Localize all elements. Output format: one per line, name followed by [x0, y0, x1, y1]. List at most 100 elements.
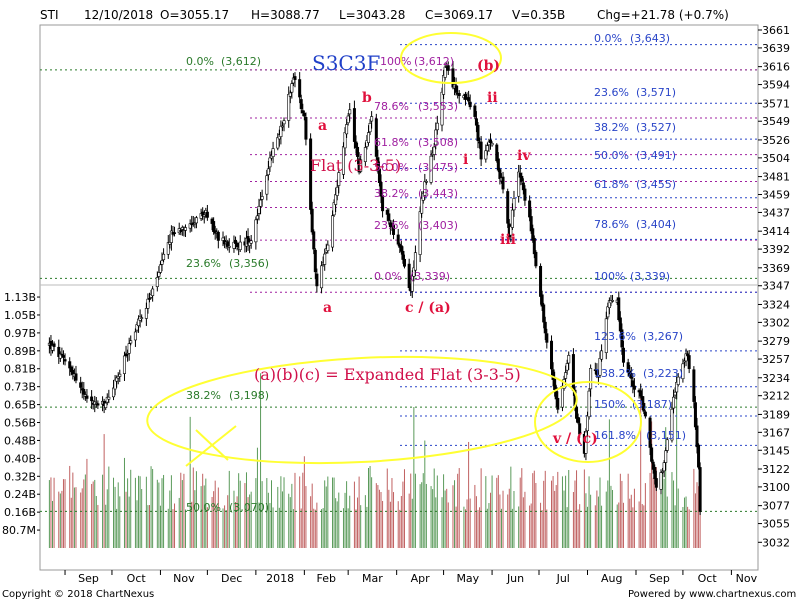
candle-body — [653, 467, 657, 479]
candle-body — [315, 273, 319, 287]
candle-body — [122, 355, 126, 374]
fib-blue-236-value: (3,571) — [636, 86, 676, 99]
fib-blue-236-label: 23.6% — [594, 86, 629, 99]
price-tick-label: 3661 — [762, 24, 790, 37]
candle-body — [147, 298, 151, 300]
month-label: Oct — [127, 572, 147, 585]
candle-body — [539, 265, 543, 297]
candle-body — [665, 439, 669, 451]
price-tick-label: 3212 — [762, 390, 790, 403]
candle-body — [293, 76, 297, 80]
candle-body — [202, 214, 206, 217]
candle-body — [571, 354, 575, 392]
price-tick-label: 3392 — [762, 243, 790, 256]
candle-body — [489, 139, 493, 143]
candle-body — [501, 176, 505, 190]
candle-body — [506, 191, 510, 224]
candle-body — [282, 120, 286, 125]
candle-body — [523, 188, 527, 201]
candle-body — [238, 241, 242, 250]
candle-body — [52, 343, 56, 347]
candle-body — [290, 83, 294, 93]
candle-body — [212, 221, 216, 232]
candle-body — [179, 229, 183, 232]
candle-body — [632, 385, 636, 390]
candle-body — [509, 226, 513, 236]
price-tick-label: 3324 — [762, 298, 790, 311]
candle-body — [257, 205, 261, 214]
expanded-flat-note: (a)(b)(c) = Expanded Flat (3-3-5) — [254, 365, 521, 384]
price-tick-label: 3302 — [762, 316, 790, 329]
candle-body — [589, 368, 593, 390]
candle-body — [413, 252, 417, 271]
candle-body — [510, 209, 514, 228]
candle-body — [144, 308, 148, 319]
fib-green-236-value: (3,356) — [229, 257, 269, 270]
candle-body — [271, 148, 275, 157]
candle-body — [115, 377, 119, 382]
candle-body — [320, 265, 324, 289]
candle-body — [235, 243, 239, 248]
price-tick-label: 3616 — [762, 61, 790, 74]
candle-body — [254, 219, 258, 243]
candle-body — [302, 112, 306, 117]
candle-body — [611, 300, 615, 302]
candle-body — [255, 215, 259, 220]
fib-purple-0-label: 0.0% — [374, 270, 402, 283]
candle-body — [323, 253, 327, 265]
candle-body — [127, 343, 131, 354]
candle-body — [687, 355, 691, 370]
candle-body — [418, 211, 422, 255]
header-close: C=3069.17 — [425, 8, 493, 22]
candle-body — [534, 251, 538, 267]
candle-body — [556, 398, 560, 410]
footer-powered: Powered by www.chartnexus.com — [628, 589, 796, 600]
candle-body — [183, 227, 187, 231]
candle-body — [368, 123, 372, 133]
month-label: Jul — [556, 572, 570, 585]
month-label: May — [456, 572, 479, 585]
volume-tick-label: 0.16B — [4, 506, 36, 519]
wave-b: b — [362, 90, 372, 106]
candle-body — [359, 159, 363, 172]
candle-body — [298, 79, 302, 98]
candle-body — [346, 115, 350, 124]
candle-body — [287, 94, 291, 121]
volume-tick-label: 1.13B — [4, 291, 36, 304]
candle-body — [288, 92, 292, 97]
candle-body — [326, 244, 330, 251]
candle-body — [82, 388, 86, 395]
candle-body — [620, 329, 624, 348]
candle-body — [598, 358, 602, 376]
candle-body — [532, 237, 536, 255]
candle-body — [301, 110, 305, 114]
candle-body — [265, 175, 269, 195]
candle-body — [331, 215, 335, 248]
candle-body — [379, 181, 383, 197]
candle-body — [695, 425, 699, 448]
yellow-ellipses — [146, 32, 642, 467]
price-tick-label: 3055 — [762, 518, 790, 531]
fib-blue-150-value: (3,187) — [632, 398, 672, 411]
fib-blue-0-value: (3,643) — [630, 32, 670, 45]
header-date: 12/10/2018 — [84, 8, 153, 22]
candle-body — [345, 124, 349, 135]
candle-body — [402, 258, 406, 267]
price-tick-label: 3189 — [762, 408, 790, 421]
price-tick-label: 3414 — [762, 225, 790, 238]
wave-i: i — [463, 152, 468, 168]
fib-green-0-label: 0.0% — [186, 55, 214, 68]
fib-purple-100-value: (3,612) — [414, 55, 454, 68]
candle-body — [654, 478, 658, 488]
candle-body — [617, 297, 621, 321]
candle-body — [348, 109, 352, 115]
price-tick-label: 3167 — [762, 426, 790, 439]
candle-body — [85, 395, 89, 399]
candle-body — [664, 450, 668, 463]
candle-body — [631, 380, 635, 387]
candle-body — [584, 431, 588, 454]
candle-body — [600, 350, 604, 360]
fib-purple-50-label: 50.0% — [374, 161, 409, 174]
candle-body — [495, 144, 499, 162]
